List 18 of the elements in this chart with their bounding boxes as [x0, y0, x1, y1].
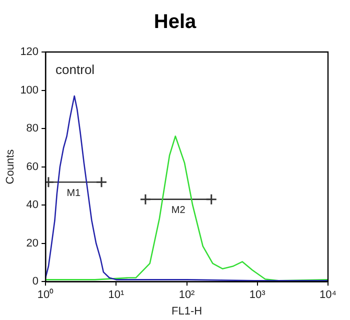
y-tick-label: 80	[26, 122, 39, 135]
x-tick-label: 10²	[178, 289, 196, 302]
x-tick-label: 10¹	[108, 289, 124, 302]
annotation: M1	[66, 188, 82, 199]
x-tick-label: 10⁴	[320, 289, 337, 302]
chart-title: Hela	[152, 10, 198, 35]
annotation: control	[56, 62, 95, 78]
y-tick-label: 20	[26, 237, 39, 250]
y-tick-label: 100	[20, 84, 39, 96]
y-axis-title: Counts	[4, 148, 17, 184]
annotation: M2	[171, 205, 186, 216]
y-tick-label: 0	[32, 276, 39, 288]
x-tick-label: 10³	[249, 289, 266, 302]
y-tick-label: 40	[26, 199, 39, 212]
y-tick-label: 120	[20, 46, 39, 58]
x-tick-label: 10⁰	[37, 288, 54, 302]
x-axis-title: FL1-H	[171, 305, 202, 318]
y-tick-label: 60	[26, 160, 39, 173]
